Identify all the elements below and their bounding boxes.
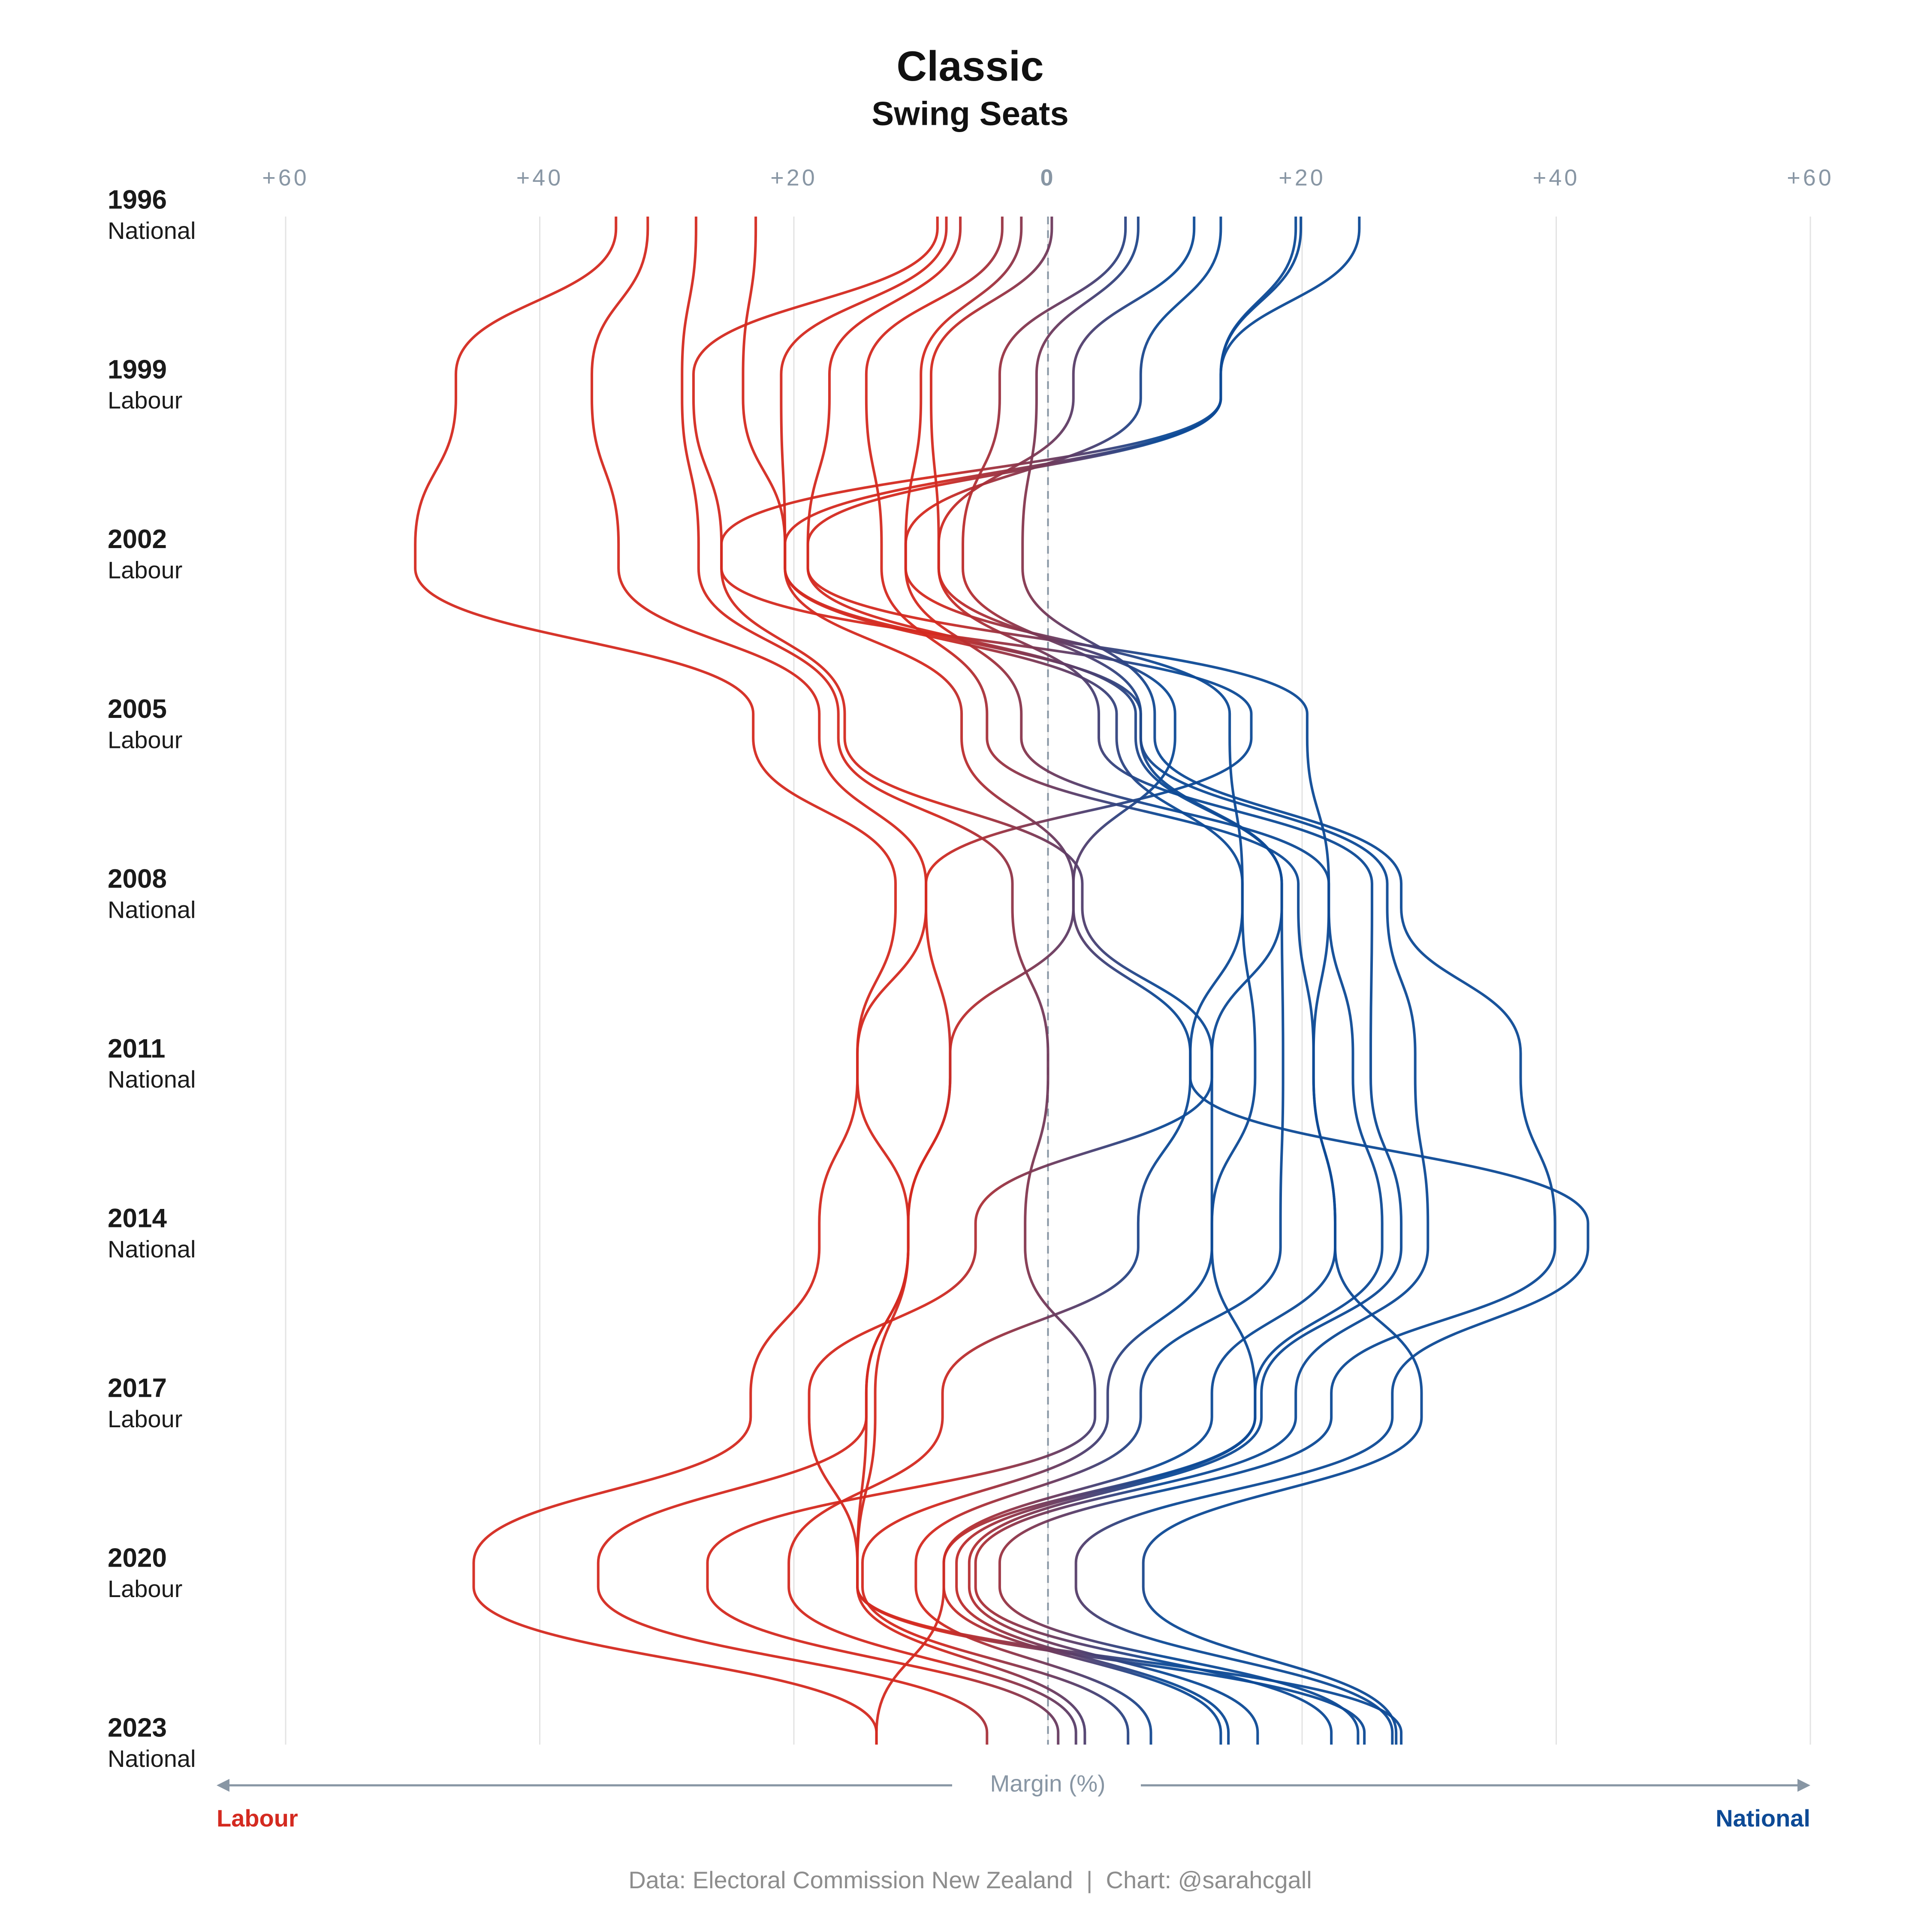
winner-label: National: [108, 1066, 196, 1093]
arrow-head-right: [1797, 1779, 1810, 1792]
x-axis-label: Margin (%): [990, 1770, 1106, 1797]
winner-label: National: [108, 1745, 196, 1772]
winner-label: Labour: [108, 1575, 182, 1602]
year-label: 2008: [108, 864, 167, 894]
chart-title: Classic: [896, 42, 1043, 90]
seat-line: [929, 217, 1403, 1745]
seat-line: [720, 217, 1403, 1745]
winner-label: National: [108, 217, 196, 244]
x-tick-label: +40: [1533, 165, 1580, 190]
year-label: 2017: [108, 1374, 167, 1403]
year-label: 1999: [108, 355, 167, 384]
seat-line: [806, 217, 1285, 1745]
seat-line: [692, 217, 1213, 1745]
year-label: 2014: [108, 1204, 167, 1233]
winner-label: National: [108, 896, 196, 923]
x-tick-label: +20: [770, 165, 817, 190]
winner-label: National: [108, 1236, 196, 1263]
seat-line: [784, 217, 1361, 1745]
year-label: 1996: [108, 185, 167, 214]
year-label: 2020: [108, 1543, 167, 1573]
year-label: 2023: [108, 1713, 167, 1742]
axis-arrows: [217, 1779, 1810, 1792]
year-label: 2011: [108, 1034, 166, 1064]
x-tick-label: +60: [262, 165, 309, 190]
left-label: Labour: [217, 1805, 298, 1832]
source-note: Data: Electoral Commission New Zealand |…: [628, 1866, 1312, 1893]
seat-line: [414, 217, 897, 1745]
winner-label: Labour: [108, 1405, 182, 1432]
winner-label: Labour: [108, 387, 182, 414]
seat-line: [904, 217, 1589, 1745]
winner-label: Labour: [108, 557, 182, 584]
seat-line: [904, 217, 1384, 1745]
seat-line: [681, 217, 1097, 1745]
seat-line: [742, 217, 1192, 1745]
seat-line: [806, 217, 1423, 1745]
seat-line: [590, 217, 989, 1745]
x-tick-label: +60: [1787, 165, 1834, 190]
chart-subtitle: Swing Seats: [872, 95, 1068, 133]
x-tick-label: +40: [516, 165, 564, 190]
winner-label: Labour: [108, 726, 182, 753]
x-tick-label: +20: [1279, 165, 1326, 190]
arrow-head-left: [217, 1779, 229, 1792]
year-label: 2002: [108, 524, 167, 554]
year-label: 2005: [108, 694, 167, 724]
x-tick-label: 0: [1040, 165, 1055, 190]
seat-line: [998, 217, 1556, 1745]
right-label: National: [1716, 1805, 1810, 1832]
seat-line: [865, 217, 1337, 1745]
seat-line: [780, 217, 1257, 1745]
